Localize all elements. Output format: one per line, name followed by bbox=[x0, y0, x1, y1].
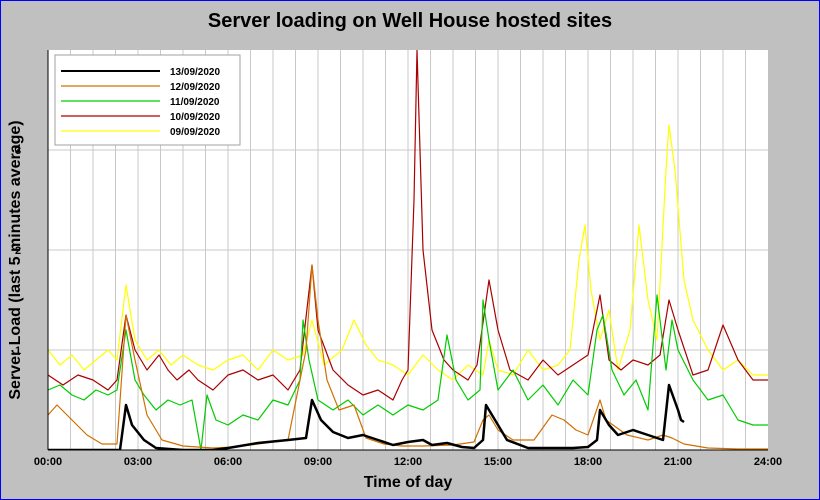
y-tick-label: 3 bbox=[15, 145, 21, 157]
legend-label: 11/09/2020 bbox=[170, 97, 220, 108]
x-tick-label: 12:00 bbox=[394, 456, 422, 468]
legend-label: 12/09/2020 bbox=[170, 82, 220, 93]
series-line-13-09-2020 bbox=[48, 383, 685, 450]
x-axis-label: Time of day bbox=[363, 474, 453, 491]
y-tick-label: 1 bbox=[15, 345, 21, 357]
x-tick-label: 18:00 bbox=[574, 456, 602, 468]
x-tick-label: 06:00 bbox=[214, 456, 242, 468]
x-tick-label: 00:00 bbox=[34, 456, 62, 468]
x-tick-label: 15:00 bbox=[484, 456, 512, 468]
series-line-11-09-2020 bbox=[48, 294, 768, 450]
x-tick-label: 24:00 bbox=[754, 456, 782, 468]
x-tick-label: 03:00 bbox=[124, 456, 152, 468]
x-tick-label: 21:00 bbox=[664, 456, 692, 468]
y-tick-label: 2 bbox=[15, 245, 21, 257]
chart-title: Server loading on Well House hosted site… bbox=[207, 10, 613, 32]
x-tick-label: 09:00 bbox=[304, 456, 332, 468]
legend-label: 13/09/2020 bbox=[170, 67, 220, 78]
legend-label: 10/09/2020 bbox=[170, 112, 220, 123]
series-line-10-09-2020 bbox=[48, 50, 768, 401]
legend-label: 09/09/2020 bbox=[170, 127, 220, 138]
series-line-09-09-2020 bbox=[48, 124, 768, 381]
